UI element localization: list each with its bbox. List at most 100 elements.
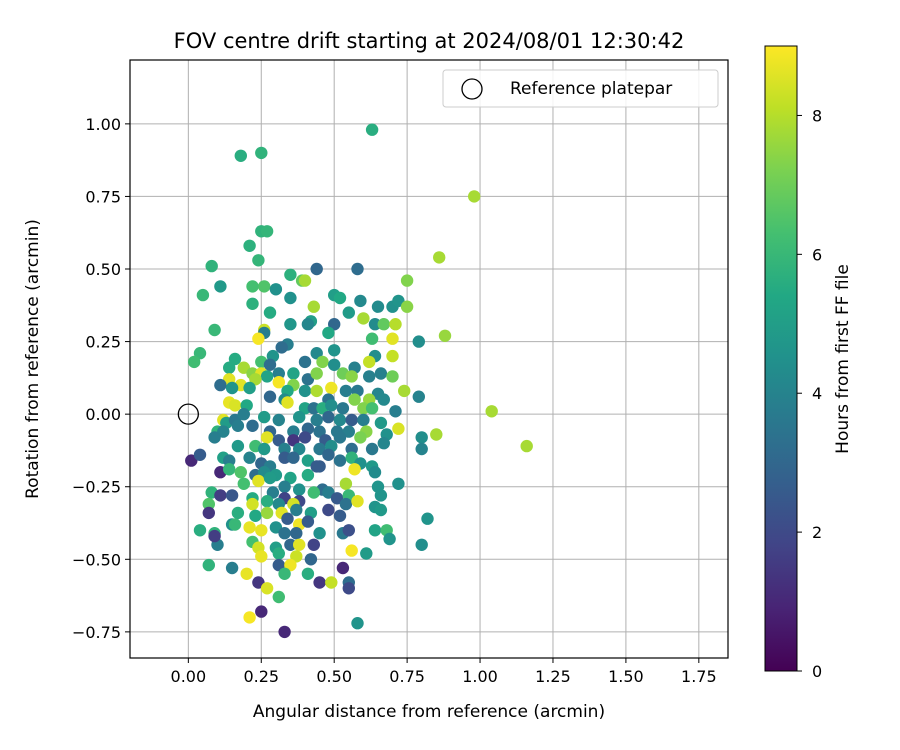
data-point (310, 367, 323, 380)
data-point (415, 442, 428, 456)
colorbar-label: Hours from first FF file (833, 264, 853, 454)
colorbar-tick-label: 4 (812, 384, 822, 403)
data-point (246, 419, 259, 432)
data-point (307, 300, 320, 313)
data-point (217, 425, 230, 438)
data-point (243, 239, 256, 252)
y-axis-label: Rotation from reference (arcmin) (23, 219, 43, 499)
x-tick-label: 1.75 (681, 667, 717, 686)
data-point (298, 355, 312, 369)
data-point (389, 318, 402, 331)
data-point (252, 576, 265, 589)
data-point (240, 567, 253, 580)
data-point (386, 370, 399, 383)
legend-reference-marker (461, 78, 483, 100)
y-tick-label: 0.50 (85, 260, 121, 279)
data-point (193, 347, 207, 360)
data-point (325, 576, 338, 589)
data-point (293, 483, 306, 496)
data-point (316, 355, 329, 369)
data-point (246, 280, 259, 293)
data-point (255, 550, 268, 563)
data-point (293, 410, 306, 424)
y-tick-label: 0.75 (85, 187, 121, 206)
data-point (365, 442, 379, 456)
data-point (228, 399, 242, 412)
y-axis-ticks: −0.75 −0.50 −0.25 0.00 0.25 0.50 0.75 1.00 (72, 115, 130, 642)
data-point (237, 477, 250, 490)
data-point (333, 291, 347, 305)
x-tick-label: 1.00 (462, 667, 498, 686)
data-point (310, 262, 323, 276)
data-point (287, 434, 300, 447)
data-point (263, 390, 277, 403)
data-point (351, 262, 364, 276)
data-point (301, 373, 315, 386)
x-axis-label: Angular distance from reference (arcmin) (253, 702, 605, 722)
data-points (185, 123, 533, 639)
colorbar-tick-label: 6 (812, 245, 822, 264)
data-point (287, 425, 300, 438)
data-point (339, 497, 353, 511)
data-point (260, 225, 274, 238)
data-point (281, 396, 294, 409)
data-point (234, 466, 247, 479)
data-point (278, 567, 291, 580)
data-point (269, 521, 283, 534)
legend: Reference platepar (442, 69, 719, 108)
data-point (348, 393, 361, 406)
data-point (365, 123, 379, 136)
data-point (371, 300, 385, 313)
colorbar-tick-label: 0 (812, 662, 822, 681)
data-point (260, 506, 274, 520)
data-point (333, 413, 347, 427)
data-point (208, 431, 221, 444)
data-point (322, 486, 335, 499)
data-point (263, 306, 277, 319)
data-point (237, 408, 250, 421)
data-point (301, 468, 315, 482)
data-point (228, 518, 242, 531)
data-point (412, 390, 425, 403)
data-point (193, 448, 207, 461)
data-point (272, 413, 285, 427)
data-point (284, 471, 297, 485)
data-point (243, 451, 256, 464)
data-point (298, 431, 312, 444)
data-point (284, 291, 297, 305)
data-point (272, 590, 285, 604)
data-point (214, 280, 227, 293)
data-point (246, 497, 259, 511)
data-point (374, 503, 388, 517)
data-point (368, 524, 382, 537)
data-point (345, 370, 358, 383)
data-point (290, 550, 303, 563)
data-point (290, 503, 303, 517)
data-point (322, 448, 335, 461)
data-point (293, 442, 306, 456)
legend-entry-reference: Reference platepar (510, 79, 672, 99)
data-point (304, 553, 318, 566)
data-point (351, 495, 364, 508)
y-tick-label: 0.25 (85, 333, 121, 352)
data-point (438, 329, 452, 342)
data-point (330, 492, 344, 505)
data-point (301, 567, 315, 580)
colorbar: 0 2 4 6 8 Hours from first FF file (764, 45, 853, 681)
data-point (266, 486, 280, 499)
data-point (243, 381, 256, 395)
y-tick-label: 1.00 (85, 115, 121, 134)
data-point (287, 367, 300, 380)
data-point (231, 439, 245, 453)
data-point (255, 605, 268, 618)
data-point (322, 410, 335, 424)
data-point (345, 544, 358, 557)
data-point (214, 489, 227, 502)
data-point (374, 416, 388, 430)
data-point (185, 454, 198, 467)
data-point (307, 538, 320, 551)
data-point (328, 358, 341, 371)
data-point (313, 425, 326, 438)
data-point (263, 358, 277, 371)
